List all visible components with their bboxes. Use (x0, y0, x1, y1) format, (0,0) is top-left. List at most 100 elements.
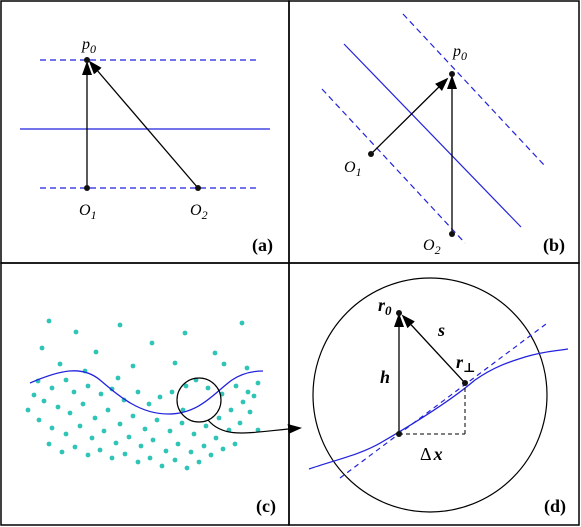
scatter-dot (25, 407, 31, 413)
scatter-dot (63, 431, 69, 437)
panel-b: p0 O1 O2 (b) (321, 13, 565, 257)
scatter-dot (180, 407, 186, 413)
scatter-dot (147, 455, 153, 461)
interface-curve-zoomed (308, 348, 569, 470)
point-o1 (84, 185, 90, 191)
scatter-dot (117, 421, 123, 427)
scatter-dot (89, 435, 95, 441)
scatter-dot (208, 452, 214, 458)
scatter-dot (49, 425, 55, 431)
scatter-dot (251, 393, 257, 399)
label-o2: O2 (190, 202, 208, 222)
scatter-dot (31, 392, 37, 398)
scatter-dot (115, 375, 121, 381)
scatter-dot (93, 349, 99, 355)
point-r0 (396, 310, 402, 316)
scatter-dot (239, 320, 245, 326)
panel-frame-a (0, 0, 290, 264)
point-o1 (368, 151, 374, 157)
scatter-dot (201, 443, 207, 449)
scatter-dot (146, 401, 152, 407)
tangent-line-dashed (339, 323, 547, 479)
scatter-dot (126, 434, 132, 440)
scatter-dot (179, 420, 185, 426)
label-s: s (437, 320, 445, 340)
scatter-dot (46, 318, 52, 324)
scatter-dot (149, 340, 155, 346)
scatter-dot (172, 457, 178, 463)
scatter-dot (36, 417, 42, 423)
scatter-dot (109, 455, 115, 461)
scatter-dot (71, 389, 77, 395)
point-rperp (462, 380, 468, 386)
scatter-dot (157, 394, 163, 400)
scatter-dot (221, 361, 227, 367)
scatter-dot (73, 329, 79, 335)
scatter-dot (98, 391, 104, 397)
scatter-dot (72, 444, 78, 450)
panel-tag-d: (d) (544, 496, 566, 517)
scatter-dot (175, 441, 181, 447)
scatter-dot (105, 407, 111, 413)
scatter-dot (101, 428, 107, 434)
scatter-dot (55, 404, 61, 410)
label-h: h (380, 367, 390, 387)
label-o2: O2 (423, 237, 441, 257)
scatter-dot (67, 410, 73, 416)
scatter-dot (63, 377, 69, 383)
scatter-dot (172, 360, 178, 366)
panel-tag-c: (c) (256, 496, 276, 517)
scatter-dot (135, 389, 141, 395)
panel-tag-b: (b) (543, 235, 565, 256)
scatter-dot (85, 383, 91, 389)
scatter-dot (122, 451, 128, 457)
scatter-dot (244, 365, 250, 371)
solid-line-middle (343, 43, 522, 228)
panel-frame-b (288, 0, 580, 264)
scatter-dot (228, 407, 234, 413)
scatter-dot (212, 350, 218, 356)
scatter-dot (182, 330, 188, 336)
panel-frame-d (288, 262, 580, 526)
scatter-dot (184, 465, 190, 471)
point-o2 (195, 185, 201, 191)
zoom-circle (176, 377, 222, 423)
scatter-dot (41, 398, 47, 404)
scatter-dot (113, 440, 119, 446)
label-o1: O1 (79, 202, 97, 222)
scatter-dot (245, 389, 251, 395)
scatter-dot (220, 446, 226, 452)
scatter-dot (213, 435, 219, 441)
label-p0: p0 (452, 43, 467, 63)
panel-tag-a: (a) (252, 235, 273, 256)
scatter-dot (59, 449, 65, 455)
scatter-dot (191, 431, 197, 437)
scatter-dot (196, 459, 202, 465)
interface-curve (29, 370, 264, 415)
point-p0 (449, 71, 455, 77)
panel-frame-c (0, 262, 290, 526)
scatter-dot (237, 420, 243, 426)
scatter-dot (130, 363, 136, 369)
panel-a: p0 O1 O2 (a) (20, 36, 273, 256)
scatter-dot (142, 426, 148, 432)
scatter-dot (117, 322, 123, 328)
scatter-dot (80, 401, 86, 407)
scatter-dot (154, 417, 160, 423)
scatter-dot (159, 463, 165, 469)
scatter-dot (97, 447, 103, 453)
label-rperp: r⊥ (456, 352, 476, 375)
scatter-dot (49, 385, 55, 391)
point-p0 (84, 57, 90, 63)
scatter-dot (85, 452, 91, 458)
dashed-line-lower (321, 88, 466, 244)
scatter-dot (169, 389, 175, 395)
scatter-dot (216, 415, 222, 421)
scatter-dot (92, 415, 98, 421)
arrow-o2-p0 (88, 60, 199, 189)
scatter-dot (183, 383, 189, 389)
scatter-dot (203, 423, 209, 429)
scatter-dot (150, 437, 156, 443)
scatter-dot (247, 409, 253, 415)
